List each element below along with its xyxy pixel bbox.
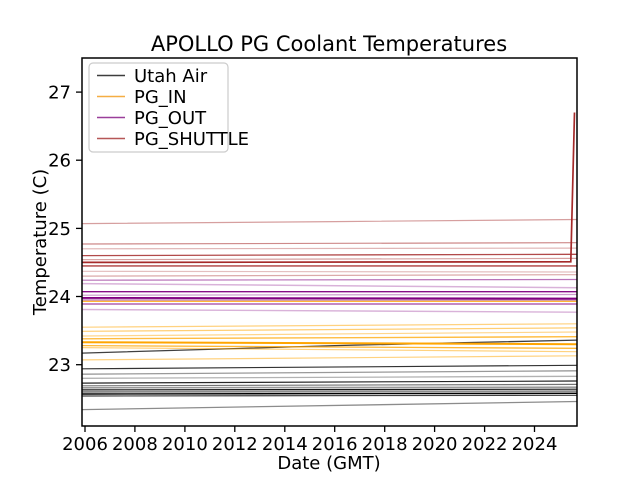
series-line [81, 383, 578, 387]
legend-item-utah-air: Utah Air [97, 66, 208, 87]
series-pg-in [81, 300, 578, 361]
series-line [81, 218, 578, 225]
series-utah-air [81, 339, 578, 411]
series-line [81, 331, 578, 337]
y-tick-label: 24 [48, 287, 71, 308]
series-pg-shuttle [81, 112, 578, 277]
tick-layer: 2006 2008 2010 2012 2014 2016 2018 2020 2022 2024… [48, 83, 557, 455]
series-line [81, 392, 578, 395]
chart-title: APOLLO PG Coolant Temperatures [151, 32, 507, 56]
series-line [81, 386, 578, 389]
series-line [81, 282, 578, 289]
series-line [81, 257, 578, 261]
series-line [81, 296, 578, 300]
series-line [81, 323, 578, 328]
y-axis-label: Temperature (C) [30, 169, 51, 316]
x-tick-label: 2014 [262, 434, 308, 455]
x-tick-label: 2016 [312, 434, 358, 455]
x-tick-label: 2020 [412, 434, 458, 455]
series-line [81, 341, 578, 346]
series-line [81, 308, 578, 313]
series-line [81, 253, 578, 257]
series-line [81, 364, 578, 370]
x-tick-label: 2024 [512, 434, 558, 455]
series-line [81, 400, 578, 411]
legend: Utah Air PG_IN PG_OUT PG_SHUTTLE [88, 62, 249, 153]
series-line [81, 380, 578, 384]
series-line [81, 242, 578, 245]
legend-item-pg-shuttle: PG_SHUTTLE [97, 129, 249, 150]
plot-frame [81, 57, 578, 427]
series-line [81, 336, 578, 340]
x-tick-label: 2018 [362, 434, 408, 455]
series-line [81, 390, 578, 393]
series-pg-out [81, 278, 578, 313]
legend-label-pg-out: PG_OUT [134, 108, 207, 129]
y-tick-label: 27 [48, 83, 71, 104]
series-line [81, 339, 578, 354]
x-tick-label: 2006 [62, 434, 108, 455]
series-line [81, 247, 578, 250]
series-line [81, 370, 578, 375]
legend-item-pg-in: PG_IN [97, 87, 187, 108]
series-line [81, 112, 576, 264]
legend-label-utah-air: Utah Air [134, 66, 208, 87]
series-line [81, 388, 578, 391]
y-tick-label: 23 [48, 355, 71, 376]
x-tick-label: 2008 [112, 434, 158, 455]
series-line [81, 293, 578, 296]
x-tick-label: 2022 [462, 434, 508, 455]
series-line [81, 375, 578, 379]
y-tick-label: 26 [48, 151, 71, 172]
x-axis-label: Date (GMT) [277, 453, 380, 474]
series-line [81, 347, 578, 353]
series-line [81, 394, 578, 397]
x-tick-label: 2010 [162, 434, 208, 455]
series-line [81, 344, 578, 349]
legend-item-pg-out: PG_OUT [97, 108, 207, 129]
x-tick-label: 2012 [212, 434, 258, 455]
series-line [81, 274, 578, 277]
legend-label-pg-shuttle: PG_SHUTTLE [134, 129, 249, 150]
series-line [81, 278, 578, 281]
series-line [81, 327, 578, 332]
legend-box [88, 62, 229, 153]
series-line [81, 355, 578, 361]
legend-label-pg-in: PG_IN [134, 87, 187, 108]
y-tick-label: 25 [48, 219, 71, 240]
series-line [81, 270, 578, 273]
series-layer [81, 112, 578, 411]
